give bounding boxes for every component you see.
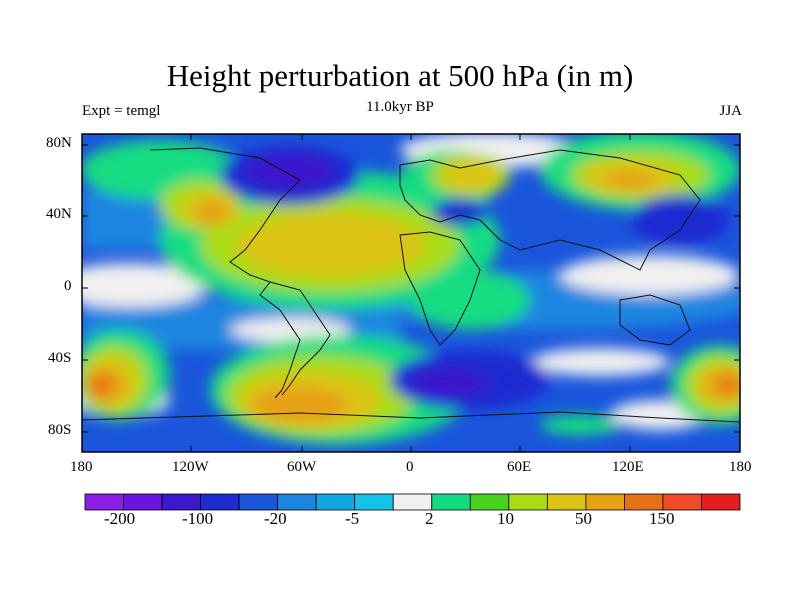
colorbar-swatch: [624, 493, 664, 511]
page-title: Height perturbation at 500 hPa (in m): [166, 58, 634, 93]
colorbar-swatch: [277, 493, 317, 511]
colorbar-swatch: [662, 493, 702, 511]
colorbar-swatch: [315, 493, 356, 511]
lat-label-80n: 80N: [46, 135, 72, 151]
colorbar-tick-label: 50: [575, 509, 592, 528]
colorbar-swatch: [123, 493, 163, 511]
colorbar-swatch: [84, 493, 124, 511]
colorbar-swatch: [200, 493, 240, 511]
lon-label-180e: 180: [729, 459, 752, 475]
colorbar-swatch: [431, 493, 471, 511]
coastlines: [82, 147, 740, 423]
colorbar-swatch: [238, 493, 279, 511]
lon-label-60e: 60E: [507, 459, 532, 475]
colorbar-swatch: [585, 493, 625, 511]
lat-label-40n: 40N: [46, 206, 72, 222]
lon-label-60w: 60W: [287, 459, 317, 475]
colorbar-swatch: [469, 493, 510, 511]
colorbar-swatch: [701, 493, 741, 511]
colorbar-swatch: [546, 493, 587, 511]
colorbar: [84, 493, 741, 511]
colorbar-swatch: [161, 493, 201, 511]
lon-label-0: 0: [406, 459, 414, 475]
axis-ticks: [82, 134, 740, 452]
lat-label-40s: 40S: [48, 350, 72, 366]
colorbar-tick-label: 150: [649, 509, 675, 528]
colorbar-swatch: [392, 493, 433, 511]
experiment-label: Expt = temgl: [82, 103, 161, 119]
colorbar-tick-label: 2: [425, 509, 434, 528]
period-label: 11.0kyr BP: [366, 99, 434, 115]
colorbar-tick-label: -5: [345, 509, 360, 528]
colorbar-swatch: [354, 493, 394, 511]
lat-label-eq: 0: [64, 278, 72, 294]
colorbar-tick-label: -200: [104, 509, 136, 528]
colorbar-tick-label: -20: [264, 509, 287, 528]
colorbar-tick-label: -100: [182, 509, 214, 528]
season-label: JJA: [719, 103, 742, 119]
colorbar-tick-label: 10: [497, 509, 514, 528]
height-field: [82, 134, 740, 452]
lon-label-120w: 120W: [172, 459, 209, 475]
colorbar-swatch: [508, 493, 548, 511]
lon-label-120e: 120E: [612, 459, 644, 475]
lat-label-80s: 80S: [48, 422, 72, 438]
lon-label-180w: 180: [70, 459, 93, 475]
